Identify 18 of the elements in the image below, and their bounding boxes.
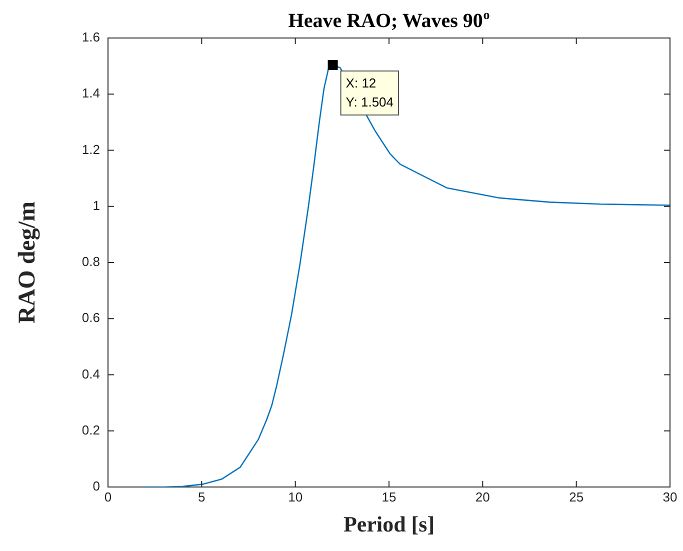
x-tick-label: 10 (288, 489, 303, 504)
y-tick-label: 0.8 (82, 254, 100, 270)
y-tick-label: 0 (92, 478, 100, 494)
x-tick-label: 15 (382, 489, 396, 504)
y-tick-label: 0.2 (82, 422, 100, 438)
y-tick-label: 0.4 (82, 366, 100, 382)
y-tick-label: 1 (92, 198, 100, 213)
y-tick-label: 0.6 (82, 310, 100, 326)
y-tick-label: 1.6 (82, 30, 100, 45)
x-tick-label: 30 (662, 489, 678, 504)
y-tick-label: 1.4 (82, 86, 100, 101)
x-tick-label: 5 (198, 489, 206, 504)
x-tick-label: 25 (569, 489, 584, 504)
x-tick-label: 0 (104, 489, 112, 504)
y-tick-label: 1.2 (82, 142, 100, 157)
x-axis-title: Period [s] (343, 511, 435, 536)
x-tick-label: 20 (475, 489, 490, 504)
y-axis-title: RAO deg/m (14, 202, 41, 324)
